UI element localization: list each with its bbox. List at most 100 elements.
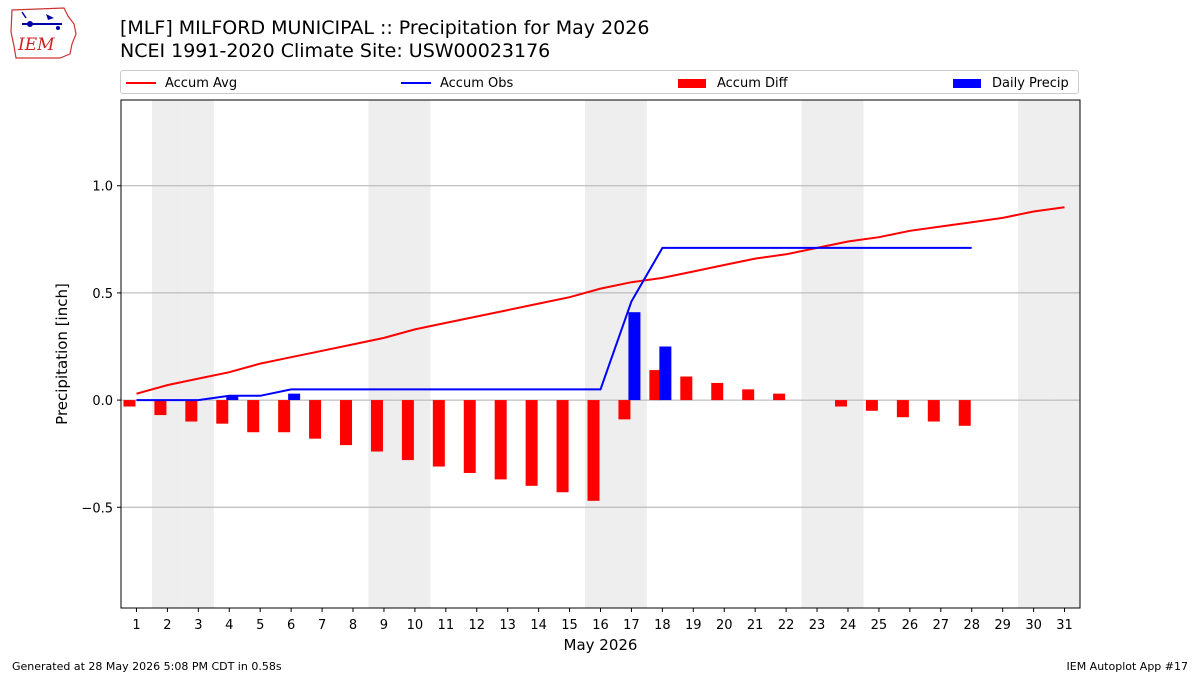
x-tick-label: 4: [225, 618, 233, 633]
legend-swatch-accum-avg: [126, 82, 156, 84]
legend-swatch-daily-precip: [953, 78, 981, 88]
accum-diff-bar: [401, 400, 414, 461]
accum-diff-bar: [649, 370, 662, 401]
logo-text: IEM: [17, 35, 55, 55]
y-tick-label: 0.5: [92, 287, 113, 302]
daily-precip-bar: [226, 395, 239, 401]
legend-item-accum-avg: Accum Avg: [126, 75, 237, 91]
daily-precip-bar: [288, 393, 301, 401]
accum-avg-line: [136, 206, 1065, 395]
accum-diff-bar: [278, 400, 291, 433]
weekend-shade: [151, 100, 183, 608]
accum-diff-bar: [680, 376, 693, 401]
x-axis-label: May 2026: [564, 636, 638, 654]
accum-diff-bar: [773, 393, 786, 401]
x-tick-label: 1: [132, 618, 140, 633]
legend-swatch-accum-diff: [678, 78, 706, 88]
x-tick-label: 22: [778, 618, 795, 633]
x-tick-label: 13: [499, 618, 516, 633]
footer-generated: Generated at 28 May 2026 5:08 PM CDT in …: [12, 660, 282, 673]
weekend-shade: [399, 100, 431, 608]
chart-subtitle: NCEI 1991-2020 Climate Site: USW00023176: [120, 40, 551, 62]
x-tick-label: 23: [809, 618, 826, 633]
x-tick-label: 24: [840, 618, 857, 633]
x-tick-label: 21: [747, 618, 764, 633]
x-tick-label: 16: [592, 618, 609, 633]
x-tick-label: 3: [194, 618, 202, 633]
legend-label-accum-obs: Accum Obs: [440, 75, 514, 91]
x-tick-label: 26: [902, 618, 919, 633]
accum-diff-bar: [463, 400, 476, 473]
legend-label-accum-avg: Accum Avg: [165, 75, 238, 91]
x-tick-label: 29: [994, 618, 1011, 633]
x-tick-label: 31: [1056, 618, 1073, 633]
accum-diff-bar: [216, 400, 229, 424]
footer-app: IEM Autoplot App #17: [1066, 660, 1189, 673]
x-tick-label: 6: [287, 618, 295, 633]
weekend-shade: [368, 100, 400, 608]
x-tick-label: 20: [716, 618, 733, 633]
legend-swatch-accum-obs: [401, 82, 431, 84]
x-tick-label: 27: [933, 618, 950, 633]
accum-diff-bar: [896, 400, 909, 418]
y-tick-label: 0.0: [92, 394, 113, 409]
x-tick-label: 19: [685, 618, 702, 633]
y-tick-label: −0.5: [81, 501, 113, 516]
x-tick-label: 2: [163, 618, 171, 633]
legend-item-accum-obs: Accum Obs: [401, 75, 513, 91]
x-tick-label: 5: [256, 618, 264, 633]
accum-diff-bar: [525, 400, 538, 486]
accum-diff-bar: [742, 389, 755, 401]
weekend-shade: [585, 100, 616, 608]
accum-diff-bar: [834, 400, 847, 407]
accum-diff-bar: [556, 400, 569, 493]
accum-diff-bar: [432, 400, 445, 467]
y-tick-label: 1.0: [92, 180, 113, 195]
legend: Accum Avg Accum Obs Accum Diff Daily Pre…: [120, 70, 1079, 94]
legend-label-accum-diff: Accum Diff: [717, 75, 788, 91]
x-tick-label: 12: [468, 618, 485, 633]
weekend-shade: [801, 100, 833, 608]
weekend-shade: [832, 100, 864, 608]
weekend-shade: [182, 100, 214, 608]
accum-diff-bar: [154, 400, 167, 416]
x-tick-label: 14: [530, 618, 547, 633]
accum-diff-bar: [494, 400, 507, 480]
daily-precip-bar: [659, 346, 672, 401]
iem-logo: IEM: [10, 7, 77, 59]
iowa-outline: [10, 7, 77, 59]
accum-diff-bar: [123, 400, 136, 407]
y-axis-label: Precipitation [inch]: [53, 283, 71, 425]
accum-diff-bar: [618, 400, 631, 420]
weekend-shade: [1018, 100, 1050, 608]
accum-diff-bar: [185, 400, 198, 422]
chart-title: [MLF] MILFORD MUNICIPAL :: Precipitation…: [120, 17, 650, 39]
legend-item-accum-diff: Accum Diff: [678, 75, 788, 91]
x-tick-label: 11: [438, 618, 455, 633]
legend-label-daily-precip: Daily Precip: [992, 75, 1069, 91]
accum-diff-bar: [711, 382, 724, 401]
accum-diff-bar: [309, 400, 322, 439]
x-tick-label: 25: [871, 618, 888, 633]
accum-obs-line: [136, 246, 972, 402]
x-tick-label: 15: [561, 618, 578, 633]
accum-diff-bar: [370, 400, 383, 452]
accum-diff-bar: [927, 400, 940, 422]
x-tick-label: 30: [1025, 618, 1042, 633]
weekend-shade: [1049, 100, 1080, 608]
x-tick-label: 10: [407, 618, 424, 633]
accum-diff-bar: [247, 400, 260, 433]
daily-precip-bar: [628, 312, 641, 401]
x-tick-label: 17: [623, 618, 640, 633]
x-tick-label: 8: [349, 618, 357, 633]
x-tick-label: 18: [654, 618, 671, 633]
accum-diff-bar: [340, 400, 353, 446]
accum-diff-bar: [958, 400, 971, 426]
accum-diff-bar: [587, 400, 600, 501]
x-tick-label: 28: [963, 618, 980, 633]
x-tick-label: 7: [318, 618, 326, 633]
x-tick-label: 9: [380, 618, 388, 633]
legend-item-daily-precip: Daily Precip: [953, 75, 1069, 91]
accum-diff-bar: [865, 400, 878, 411]
